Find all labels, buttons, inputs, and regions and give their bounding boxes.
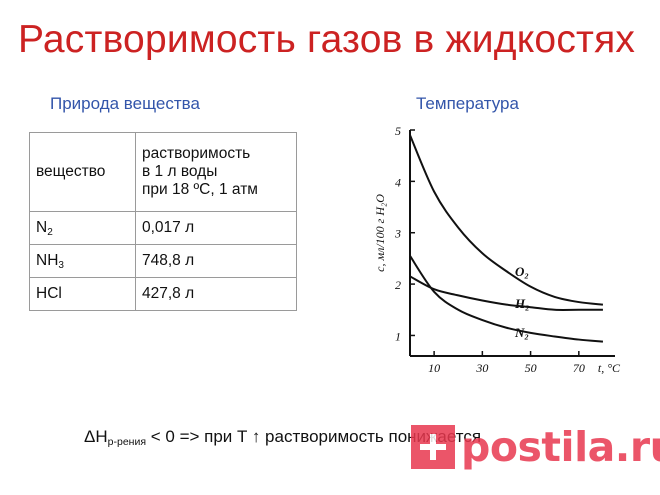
x-axis-label: t, °C [598, 361, 621, 375]
series-line-2 [409, 275, 603, 311]
table-header-substance: вещество [29, 132, 136, 212]
enthalpy-formula: ΔHр-рения < 0 => при T ↑ растворимость п… [84, 427, 482, 448]
slide-title: Растворимость газов в жидкостях [18, 18, 636, 61]
table-cell-substance: NH3 [29, 244, 136, 278]
table-row: NH3 748,8 л [29, 244, 297, 278]
table-cell-value: 748,8 л [135, 244, 297, 278]
x-tick-label: 30 [475, 361, 488, 375]
solubility-temperature-chart: 1 2 3 4 5 10 30 50 70 t, °C c, мл/100 г H₂O O₂ H₂ N₂ [373, 124, 621, 375]
table-header-solubility: растворимость в 1 л воды при 18 ºС, 1 атм [135, 132, 297, 212]
y-tick-label: 1 [395, 329, 401, 343]
series-label-1: O₂ [515, 264, 529, 279]
table-row: N2 0,017 л [29, 211, 297, 245]
table-header-row: вещество растворимость в 1 л воды при 18 º… [29, 132, 297, 212]
x-tick-label: 50 [525, 361, 537, 375]
x-tick-label: 10 [428, 361, 440, 375]
y-tick-label: 3 [394, 227, 401, 241]
x-tick-label: 70 [573, 361, 585, 375]
series-line-3 [409, 255, 604, 343]
table-cell-value: 427,8 л [135, 277, 297, 311]
y-tick-label: 5 [395, 124, 401, 138]
y-tick-label: 2 [395, 278, 401, 292]
series-line-1 [409, 134, 604, 306]
left-heading: Природа вещества [50, 94, 200, 113]
y-tick-label: 4 [395, 175, 401, 189]
table-cell-substance: N2 [29, 211, 136, 245]
series-label-2: H₂ [514, 296, 530, 311]
solubility-table: вещество растворимость в 1 л воды при 18 º… [29, 132, 297, 311]
table-cell-substance: HCl [29, 277, 136, 311]
y-axis-label: c, мл/100 г H₂O [373, 194, 387, 272]
table-cell-value: 0,017 л [135, 211, 297, 245]
series-label-3: N₂ [514, 325, 529, 340]
right-heading: Температура [416, 94, 519, 113]
table-row: HCl 427,8 л [29, 277, 297, 311]
